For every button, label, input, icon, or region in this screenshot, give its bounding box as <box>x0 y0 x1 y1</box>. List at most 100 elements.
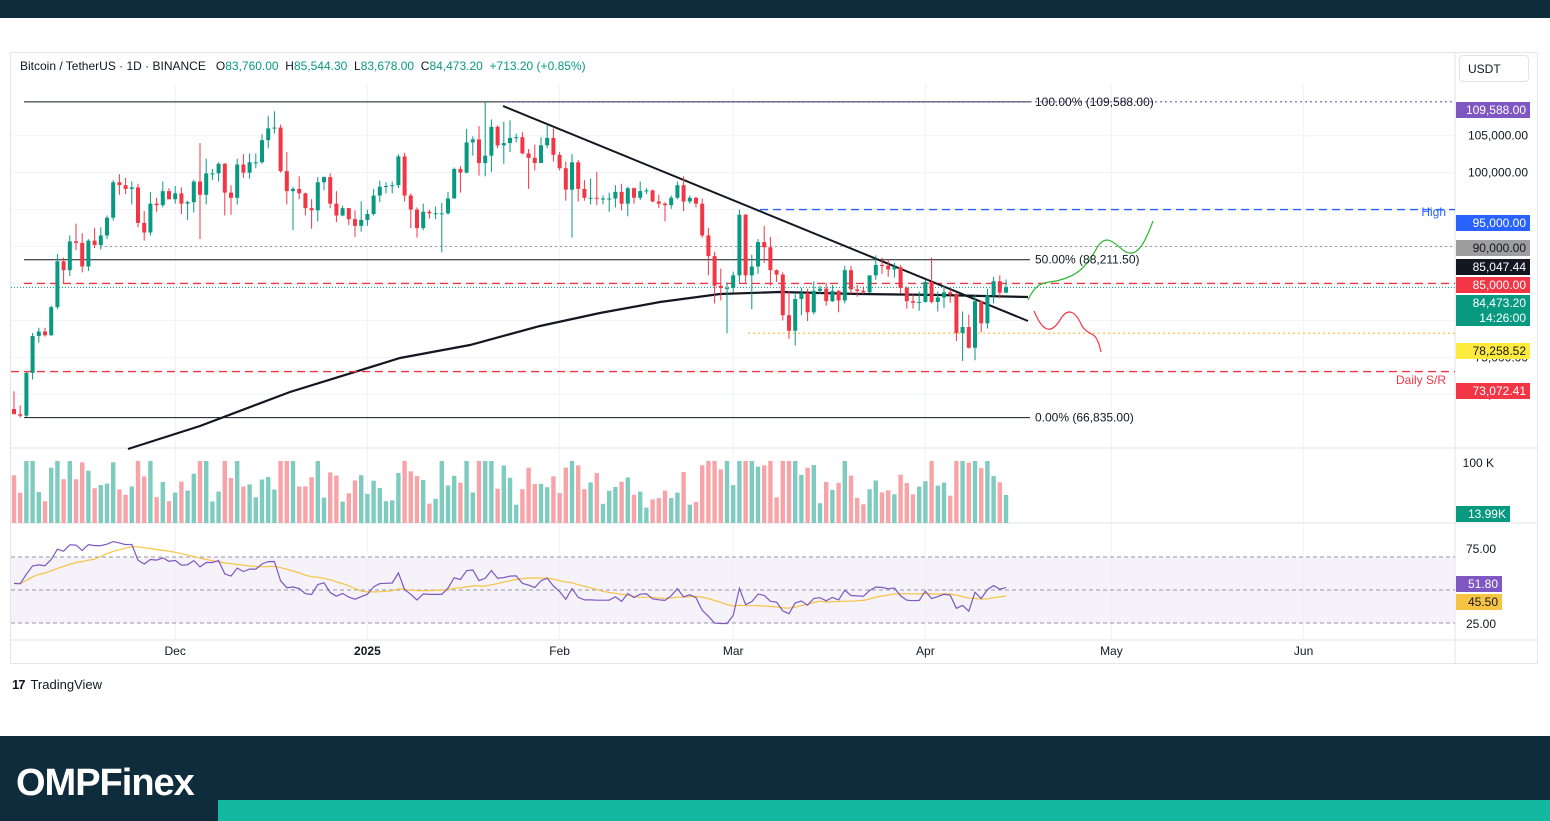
candle-body <box>1004 287 1008 293</box>
volume-bar <box>421 479 426 523</box>
candle-body <box>30 335 35 373</box>
volume-bar <box>396 472 401 523</box>
candle-body <box>154 203 159 206</box>
candle-body <box>136 187 140 223</box>
volume-bar <box>321 497 327 523</box>
currency-button[interactable]: USDT <box>1459 55 1529 82</box>
candle-body <box>594 197 599 199</box>
candle-body <box>880 265 884 266</box>
volume-bar <box>92 488 97 523</box>
candle-body <box>415 209 419 229</box>
volume-bar <box>483 461 488 523</box>
tradingview-watermark[interactable]: 17 TradingView <box>12 677 102 692</box>
volume-bars <box>11 461 1009 523</box>
candle-body <box>452 168 457 199</box>
candle-body <box>309 208 314 211</box>
volume-bar <box>42 501 48 523</box>
volume-bar <box>86 470 91 523</box>
rsi-ma-tag-label: 45.50 <box>1468 595 1498 609</box>
price-tag <box>1456 215 1530 231</box>
volume-bar <box>123 494 128 523</box>
volume-bar <box>210 501 215 523</box>
candle-body <box>36 331 41 336</box>
volume-bar <box>985 461 990 523</box>
candle-body <box>198 181 202 195</box>
x-tick-label: Feb <box>549 644 570 658</box>
volume-bar <box>427 503 432 523</box>
candle-body <box>67 241 72 271</box>
volume-bar <box>241 486 246 523</box>
volume-bar <box>352 480 358 523</box>
x-tick-label: 2025 <box>354 644 381 658</box>
volume-bar <box>892 494 897 523</box>
candle-body <box>18 414 23 416</box>
x-tick-label: Dec <box>165 644 186 658</box>
candle-body <box>656 201 661 204</box>
candle-body <box>371 195 376 215</box>
candle-body <box>774 270 779 275</box>
close-value: 84,473.20 <box>429 59 483 73</box>
volume-bar <box>24 461 29 523</box>
candle-body <box>501 143 506 146</box>
volume-bar <box>594 473 599 523</box>
x-tick-label: Jun <box>1294 644 1313 658</box>
candle-body <box>799 293 804 299</box>
candle-body <box>979 301 984 324</box>
volume-bar <box>67 461 72 523</box>
volume-bar <box>607 490 612 523</box>
candle-body <box>291 188 295 192</box>
volume-bar <box>687 504 692 523</box>
volume-bar <box>625 477 630 523</box>
candle-body <box>756 242 760 267</box>
candle-body <box>780 274 785 316</box>
volume-bar <box>718 469 723 523</box>
candle-body <box>725 287 729 289</box>
volume-bar <box>284 461 289 523</box>
price-tag-label: 85,000.00 <box>1473 278 1527 292</box>
volume-bar <box>148 461 153 523</box>
candle-body <box>904 287 909 302</box>
candle-body <box>278 127 283 172</box>
symbol-label[interactable]: Bitcoin / TetherUS · 1D · BINANCE <box>20 59 206 73</box>
volume-bar <box>507 477 513 523</box>
daily-sr-annotation: Daily S/R <box>1396 373 1446 387</box>
volume-bar <box>495 488 500 523</box>
volume-bar <box>216 491 221 523</box>
candle-body <box>830 290 835 302</box>
volume-bar <box>724 461 730 523</box>
volume-bar <box>129 486 134 523</box>
candle-body <box>495 126 500 146</box>
volume-bar <box>929 461 934 523</box>
volume-bar <box>514 504 519 523</box>
candle-body <box>818 288 822 291</box>
volume-bar <box>576 465 581 523</box>
footer-stripe <box>218 800 1550 821</box>
volume-bar <box>886 490 891 523</box>
volume-bar <box>861 504 866 523</box>
price-tag-label: 85,047.44 <box>1473 260 1527 274</box>
candle-body <box>582 188 587 198</box>
fib-50-label: 50.00% (88,211.50) <box>1035 253 1140 267</box>
candle-body <box>483 155 488 164</box>
candle-body <box>917 301 922 303</box>
candle-body <box>334 203 339 216</box>
volume-bar <box>11 475 17 523</box>
candle-body <box>266 128 271 141</box>
volume-bar <box>160 482 165 523</box>
volume-bar <box>972 461 978 523</box>
bullish-projection-path <box>1027 220 1154 301</box>
volume-bar <box>817 503 823 523</box>
candle-body <box>557 154 562 169</box>
candle-body <box>260 140 264 163</box>
candle-body <box>408 195 413 210</box>
volume-bar <box>631 494 637 523</box>
tradingview-label: TradingView <box>30 677 103 692</box>
volume-bar <box>36 491 41 523</box>
high-annotation: High <box>1421 205 1446 219</box>
candle-body <box>328 177 333 204</box>
candle-body <box>892 267 897 270</box>
volume-bar <box>706 461 711 523</box>
volume-bar <box>545 487 550 523</box>
volume-bar <box>526 467 531 523</box>
